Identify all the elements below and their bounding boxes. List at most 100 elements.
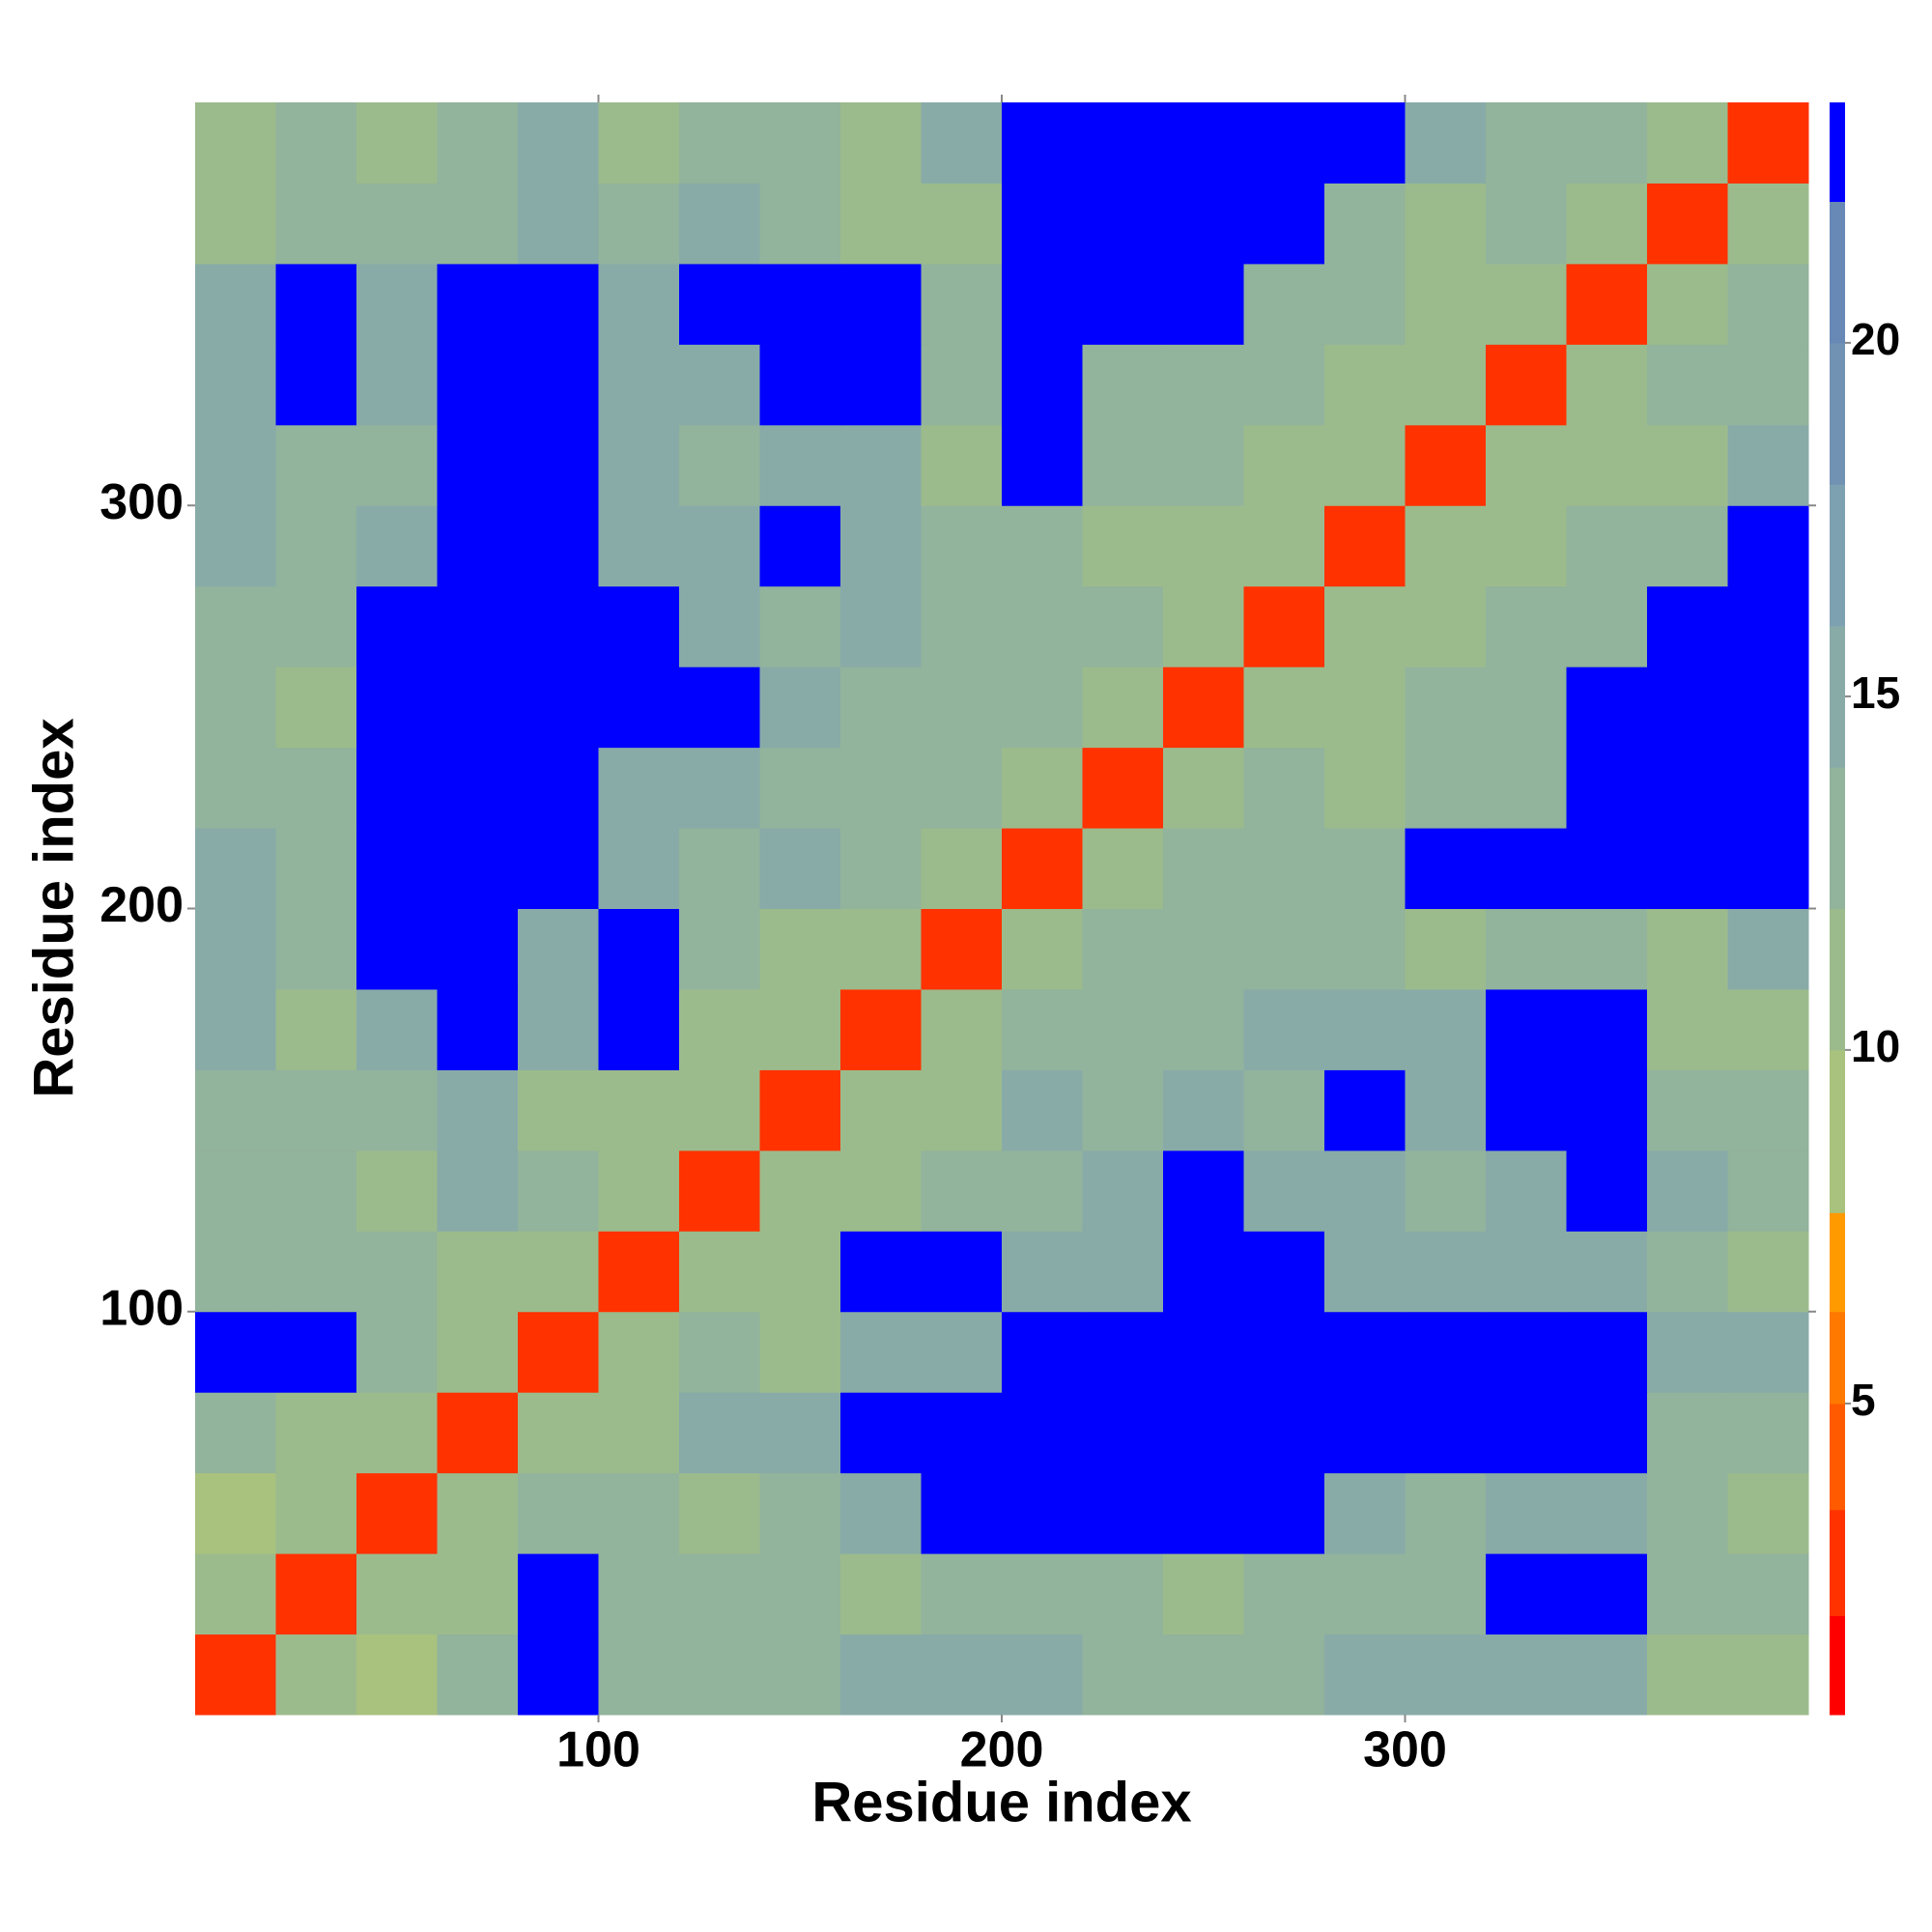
heatmap-cell: [1002, 1231, 1083, 1313]
heatmap-cell: [275, 1392, 357, 1474]
heatmap-cell: [679, 747, 760, 829]
heatmap-cell: [437, 908, 519, 990]
heatmap-cell: [921, 1311, 1003, 1393]
heatmap-cell: [679, 908, 760, 990]
colorbar-band: [1830, 1403, 1845, 1511]
heatmap-cell: [1082, 1634, 1164, 1716]
heatmap-cell: [598, 585, 680, 668]
heatmap-cell: [1727, 505, 1809, 587]
heatmap-cell: [437, 1150, 519, 1232]
heatmap-cell: [1002, 344, 1083, 426]
heatmap-cell: [195, 263, 276, 345]
heatmap-cell: [1002, 667, 1083, 749]
heatmap-cell: [1082, 344, 1164, 426]
heatmap-cell: [518, 1634, 599, 1716]
heatmap-cell: [921, 585, 1003, 668]
heatmap-cell: [1647, 183, 1728, 265]
heatmap-cell: [518, 505, 599, 587]
heatmap-cell: [759, 1553, 841, 1635]
heatmap-cell: [1486, 988, 1567, 1070]
heatmap-cell: [1324, 1311, 1406, 1393]
heatmap-cell: [1002, 505, 1083, 587]
heatmap-cell: [1243, 183, 1325, 265]
heatmap-cell: [679, 1634, 760, 1716]
heatmap-cell: [1405, 988, 1487, 1070]
heatmap-cell: [275, 585, 357, 668]
heatmap-cell: [1727, 1150, 1809, 1232]
heatmap-cell: [195, 1231, 276, 1313]
heatmap-cell: [1163, 102, 1244, 184]
heatmap-cell: [598, 988, 680, 1070]
y-axis-title: Residue index: [22, 718, 85, 1097]
heatmap-cell: [1082, 102, 1164, 184]
heatmap-cell: [1405, 747, 1487, 829]
colorbar-band: [1830, 1615, 1845, 1716]
heatmap-cell: [921, 183, 1003, 265]
heatmap-cell: [1324, 344, 1406, 426]
heatmap-cell: [1566, 667, 1648, 749]
colorbar-tick-label: 5: [1851, 1375, 1876, 1425]
heatmap-cell: [1324, 585, 1406, 668]
heatmap-cell: [275, 183, 357, 265]
heatmap-cell: [1647, 1634, 1728, 1716]
heatmap-cell: [1405, 1069, 1487, 1151]
heatmap-cell: [356, 1311, 438, 1393]
heatmap-cell: [356, 1231, 438, 1313]
heatmap-cell: [1324, 183, 1406, 265]
heatmap-cell: [1566, 183, 1648, 265]
heatmap-cell: [1727, 344, 1809, 426]
heatmap-cell: [921, 1472, 1003, 1554]
heatmap-cell: [1727, 102, 1809, 184]
heatmap-cell: [437, 1634, 519, 1716]
colorbar-band: [1830, 201, 1845, 344]
heatmap-cell: [1405, 908, 1487, 990]
heatmap-cell: [1647, 988, 1728, 1070]
heatmap-cell: [195, 424, 276, 506]
heatmap-cell: [275, 908, 357, 990]
x-tick-label: 100: [556, 1722, 640, 1778]
heatmap-cell: [1405, 1392, 1487, 1474]
colorbar-band: [1830, 484, 1845, 627]
heatmap-cell: [1082, 988, 1164, 1070]
heatmap-cell: [679, 585, 760, 668]
heatmap-cell: [1566, 1472, 1648, 1554]
heatmap-cell: [598, 1553, 680, 1635]
heatmap-cell: [1727, 1392, 1809, 1474]
colorbar-band: [1830, 1212, 1845, 1313]
heatmap-cell: [195, 1150, 276, 1232]
heatmap-cell: [840, 667, 922, 749]
heatmap-cell: [1566, 1231, 1648, 1313]
heatmap-cell: [356, 988, 438, 1070]
heatmap-cell: [1163, 344, 1244, 426]
heatmap-cell: [598, 1311, 680, 1393]
heatmap-cell: [840, 1472, 922, 1554]
x-axis-title: Residue index: [811, 1771, 1191, 1833]
heatmap-cell: [437, 828, 519, 909]
heatmap-cell: [1486, 1231, 1567, 1313]
heatmap-cell: [437, 1231, 519, 1313]
heatmap-cell: [437, 344, 519, 426]
heatmap-cell: [759, 1231, 841, 1313]
heatmap-cell: [1486, 424, 1567, 506]
heatmap-cell: [518, 1472, 599, 1554]
heatmap-cell: [1324, 828, 1406, 909]
heatmap-cell: [679, 344, 760, 426]
colorbar-band: [1830, 908, 1845, 1051]
heatmap-cell: [1002, 183, 1083, 265]
heatmap-cell: [1243, 344, 1325, 426]
heatmap-cell: [1405, 263, 1487, 345]
heatmap-cell: [1243, 102, 1325, 184]
heatmap-cell: [1082, 263, 1164, 345]
heatmap-cell: [1082, 828, 1164, 909]
heatmap-cell: [1566, 585, 1648, 668]
heatmap-cell: [195, 988, 276, 1070]
heatmap-cell: [1163, 1069, 1244, 1151]
heatmap-cell: [1647, 1553, 1728, 1635]
heatmap-cell: [437, 102, 519, 184]
heatmap-cell: [1566, 828, 1648, 909]
heatmap-cell: [1566, 1634, 1648, 1716]
heatmap-cell: [356, 424, 438, 506]
heatmap-cell: [921, 747, 1003, 829]
heatmap-cell: [1243, 505, 1325, 587]
